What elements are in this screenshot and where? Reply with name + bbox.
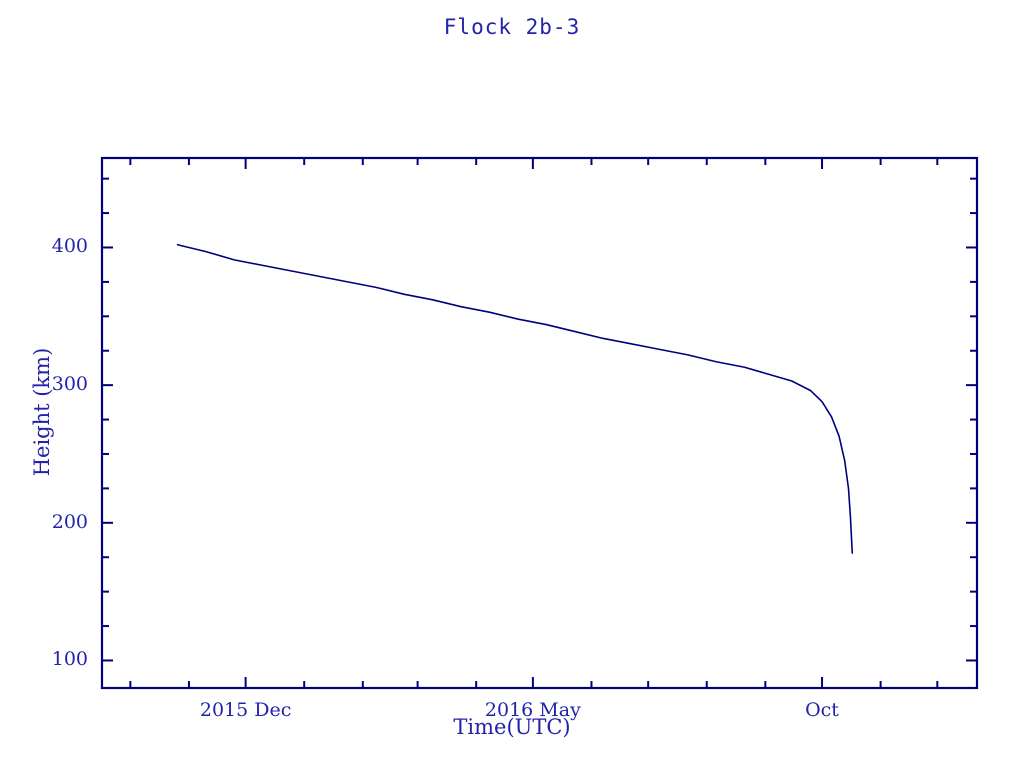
x-tick-label: 2015 Dec (199, 699, 292, 721)
y-tick-label: 100 (51, 648, 88, 671)
axes-frame (100, 156, 979, 690)
y-tick-label: 200 (51, 510, 88, 533)
y-tick-label: 300 (51, 373, 88, 396)
axis-ticks (102, 158, 977, 688)
x-tick-label: 2016 May (484, 699, 581, 721)
y-axis-title: Height (km) (30, 347, 54, 477)
page-title: Flock 2b-3 (443, 15, 581, 39)
y-tick-label: 400 (51, 235, 88, 258)
x-axis-title: Time(UTC) (453, 715, 571, 739)
x-tick-label: Oct (805, 699, 839, 721)
data-series-line (176, 243, 854, 554)
